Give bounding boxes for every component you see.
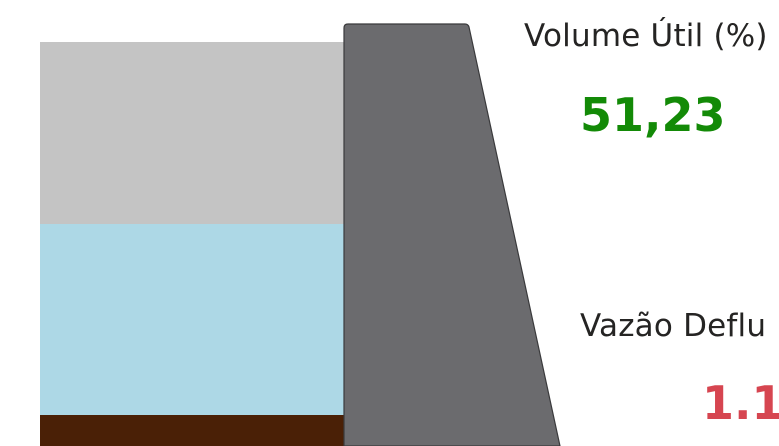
dam-wall: [343, 23, 561, 446]
water-level-fill: [40, 223, 348, 446]
vazao-defluente-value: 1.16: [702, 376, 779, 430]
reservoir-bed: [40, 415, 348, 446]
volume-util-label: Volume Útil (%): [524, 18, 768, 54]
volume-util-value: 51,23: [580, 88, 726, 142]
reservoir-visual: [40, 42, 348, 446]
vazao-defluente-label: Vazão Deflu: [580, 308, 767, 344]
